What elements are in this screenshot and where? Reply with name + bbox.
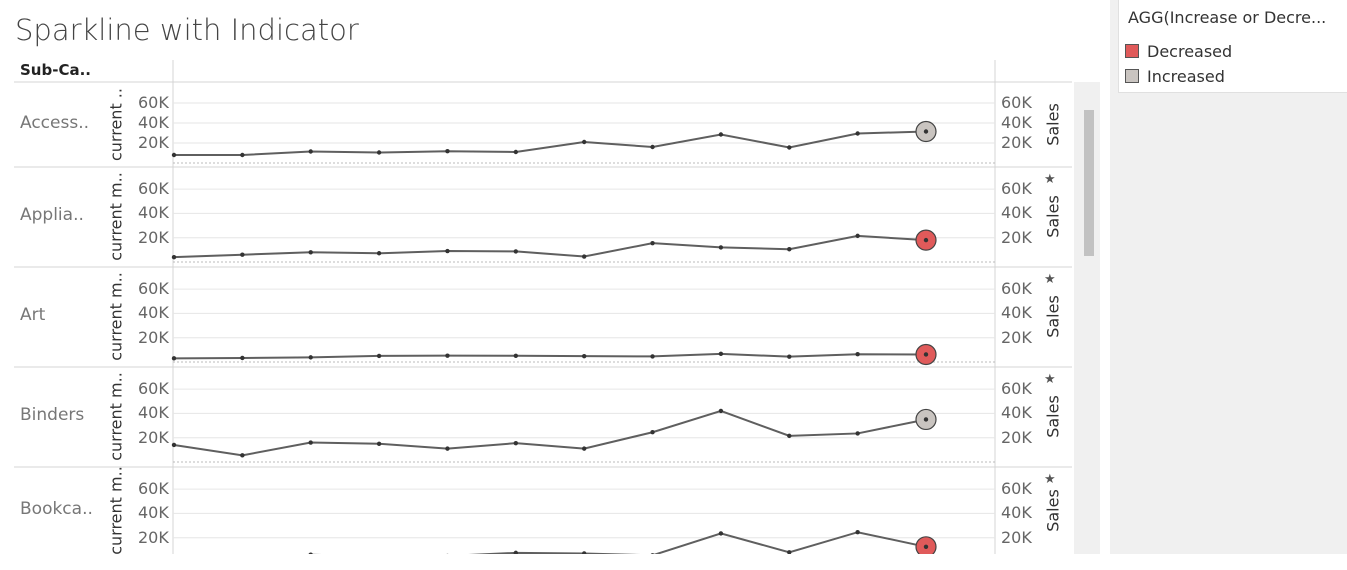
data-point (582, 140, 586, 144)
scrollbar-thumb[interactable] (1084, 110, 1094, 256)
legend-title[interactable]: AGG(Increase or Decre... (1128, 8, 1326, 27)
data-point (309, 355, 313, 359)
data-point (650, 241, 654, 245)
series-line (174, 411, 926, 455)
series-line (174, 354, 926, 358)
indicator-center (924, 417, 928, 421)
data-point (787, 354, 791, 358)
data-point (514, 150, 518, 154)
legend-item-increased[interactable]: Increased (1125, 67, 1225, 86)
data-point (855, 131, 859, 135)
data-point (172, 153, 176, 157)
data-point (787, 434, 791, 438)
data-point (514, 441, 518, 445)
data-point (650, 430, 654, 434)
data-point (377, 150, 381, 154)
data-point (445, 446, 449, 450)
data-point (787, 145, 791, 149)
data-point (787, 247, 791, 251)
indicator-center (924, 129, 928, 133)
data-point (377, 354, 381, 358)
data-point (855, 530, 859, 534)
indicator-center (924, 238, 928, 242)
data-point (719, 409, 723, 413)
legend-label-decreased: Decreased (1147, 42, 1232, 61)
data-point (582, 254, 586, 258)
data-point (514, 354, 518, 358)
data-point (855, 352, 859, 356)
data-point (787, 550, 791, 554)
indicator-center (924, 545, 928, 549)
data-point (855, 234, 859, 238)
data-point (719, 352, 723, 356)
data-point (719, 132, 723, 136)
data-point (650, 354, 654, 358)
legend-item-decreased[interactable]: Decreased (1125, 42, 1232, 61)
data-point (855, 431, 859, 435)
data-point (309, 250, 313, 254)
data-point (445, 353, 449, 357)
data-point (445, 149, 449, 153)
data-point (240, 356, 244, 360)
data-point (172, 255, 176, 259)
data-point (445, 249, 449, 253)
data-point (309, 149, 313, 153)
data-point (377, 442, 381, 446)
data-point (240, 153, 244, 157)
data-point (719, 531, 723, 535)
legend-swatch-decreased (1125, 44, 1139, 58)
sparkline-chart (0, 0, 1110, 554)
data-point (377, 251, 381, 255)
data-point (582, 354, 586, 358)
legend-label-increased: Increased (1147, 67, 1225, 86)
data-point (650, 145, 654, 149)
data-point (582, 446, 586, 450)
data-point (309, 440, 313, 444)
data-point (172, 356, 176, 360)
data-point (514, 249, 518, 253)
data-point (240, 253, 244, 257)
data-point (172, 443, 176, 447)
series-line (174, 236, 926, 257)
data-point (719, 245, 723, 249)
data-point (240, 453, 244, 457)
indicator-center (924, 352, 928, 356)
legend-swatch-increased (1125, 69, 1139, 83)
series-line (174, 532, 926, 554)
